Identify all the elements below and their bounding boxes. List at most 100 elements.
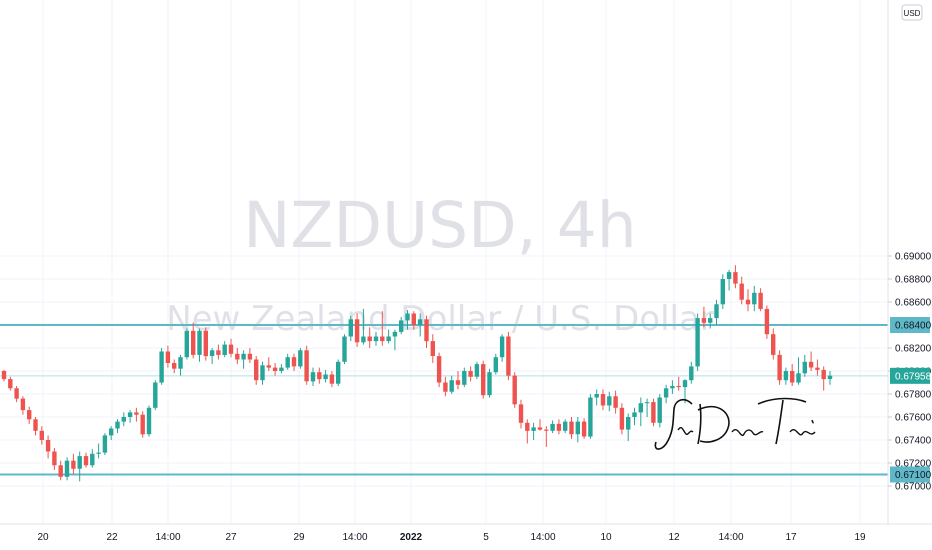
- candle-body: [499, 336, 505, 358]
- candle-body: [701, 318, 707, 323]
- candle: [323, 369, 328, 383]
- candle: [77, 451, 82, 482]
- candle-body: [783, 371, 789, 381]
- candle: [764, 305, 770, 339]
- candle-body: [581, 421, 587, 437]
- candle: [222, 341, 227, 358]
- time-tick-label: 19: [854, 532, 866, 543]
- candle-body: [436, 356, 442, 383]
- candle-body: [260, 365, 265, 381]
- candle: [336, 359, 341, 386]
- candle-body: [121, 417, 126, 422]
- candle-body: [1, 371, 7, 380]
- candle: [657, 394, 662, 428]
- candle-body: [481, 364, 486, 396]
- candle: [487, 368, 492, 398]
- candle-body: [329, 374, 335, 384]
- candle-body: [279, 367, 284, 371]
- candle: [632, 407, 637, 426]
- candle: [424, 315, 429, 348]
- time-tick-label: 10: [600, 532, 612, 543]
- candle-body: [191, 330, 196, 355]
- candle: [45, 435, 51, 459]
- candle-body: [222, 344, 227, 355]
- candle-body: [336, 361, 341, 384]
- candle: [733, 265, 738, 289]
- candle: [298, 348, 303, 369]
- candle-body: [354, 319, 360, 343]
- candle-body: [544, 429, 549, 431]
- candle-body: [291, 357, 297, 367]
- candle-body: [493, 357, 498, 373]
- candle: [83, 452, 89, 468]
- level-price-label: 0.67100: [895, 470, 932, 481]
- candle-body: [487, 372, 492, 396]
- candle: [386, 329, 391, 344]
- candle-body: [726, 272, 732, 279]
- candle: [146, 405, 152, 437]
- candle-body: [96, 452, 101, 454]
- candle: [518, 399, 524, 429]
- candle: [581, 418, 587, 439]
- price-axis[interactable]: 0.690000.688000.686000.684000.682000.680…: [888, 252, 932, 493]
- candle-body: [45, 440, 51, 452]
- candle-body: [777, 354, 782, 381]
- currency-badge[interactable]: USD: [901, 4, 923, 21]
- candle-body: [241, 353, 246, 360]
- candle-body: [235, 353, 240, 360]
- candle-body: [197, 330, 202, 355]
- candle-body: [556, 423, 562, 431]
- candle: [134, 407, 139, 422]
- candle-body: [115, 421, 120, 429]
- candle-body: [449, 380, 454, 392]
- candle-body: [745, 299, 751, 305]
- candle: [52, 448, 57, 470]
- candle-body: [380, 336, 385, 342]
- candle-body: [71, 460, 76, 469]
- candle: [153, 380, 158, 411]
- time-tick-label: 27: [225, 532, 237, 543]
- currency-badge-box: [901, 4, 923, 21]
- grid-lines: [0, 0, 888, 524]
- candle: [121, 412, 126, 427]
- price-tick-label: 0.67400: [895, 436, 932, 447]
- signature-stroke-ao: [731, 429, 764, 437]
- candle: [790, 364, 795, 386]
- candle: [14, 386, 19, 403]
- candle: [235, 348, 240, 365]
- candle: [399, 317, 404, 335]
- candle: [815, 359, 820, 376]
- candle-body: [165, 351, 171, 363]
- candle: [638, 397, 643, 427]
- candle: [600, 389, 606, 411]
- candle: [159, 348, 164, 385]
- level-price-badge: [890, 466, 930, 483]
- candle: [443, 376, 448, 397]
- candle-body: [764, 308, 770, 335]
- candle: [777, 350, 782, 385]
- candle: [550, 420, 555, 434]
- time-tick-label: 14:00: [155, 532, 180, 543]
- candle-body: [796, 373, 801, 383]
- candle-body: [808, 361, 814, 368]
- time-axis[interactable]: 20 22 14:00 27 29 14:00 2022 5 14:00 10 12 14:00 17 1…: [37, 532, 866, 543]
- candle: [714, 299, 719, 325]
- level-price-badge: [890, 317, 930, 333]
- candle: [172, 359, 177, 374]
- candle-body: [739, 283, 744, 300]
- candle: [260, 361, 265, 385]
- candle: [588, 394, 593, 439]
- time-tick-label: 5: [483, 532, 489, 543]
- candle-body: [802, 361, 807, 374]
- horizontal-levels: [0, 324, 888, 476]
- candle: [821, 366, 826, 391]
- candle-body: [52, 451, 57, 466]
- candle: [367, 327, 372, 348]
- candle-body: [676, 386, 681, 388]
- candle-body: [140, 414, 145, 435]
- time-tick-label: 17: [785, 532, 797, 543]
- candle: [626, 413, 631, 442]
- signature-stroke-t: [757, 397, 807, 445]
- candle-body: [619, 407, 625, 430]
